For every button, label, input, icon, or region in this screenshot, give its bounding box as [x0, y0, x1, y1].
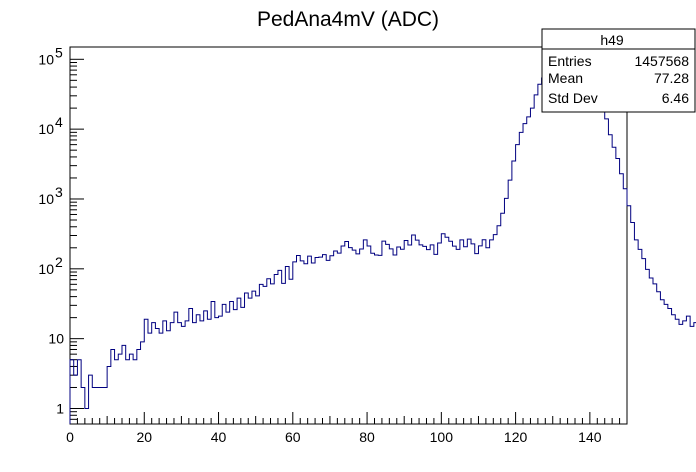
- y-tick-label: 10: [38, 261, 54, 277]
- y-tick-label: 10: [38, 191, 54, 207]
- x-axis: 0 20 40 60 80 100 120 140: [66, 412, 628, 445]
- stats-label-std-dev: Std Dev: [548, 90, 598, 106]
- y-tick-exponent: 2: [55, 254, 63, 270]
- y-tick-exponent: 4: [55, 114, 63, 130]
- stats-box: h49 Entries 1457568 Mean 77.28 Std Dev 6…: [541, 28, 696, 113]
- stats-value-std-dev: 6.46: [662, 90, 689, 106]
- x-tick-label: 100: [430, 429, 454, 445]
- y-tick-label: 10: [48, 331, 64, 347]
- stats-box-frame: [541, 28, 696, 113]
- x-tick-label: 140: [578, 429, 602, 445]
- y-tick-label: 10: [38, 51, 54, 67]
- stats-box-name: h49: [600, 32, 624, 48]
- stats-label-entries: Entries: [548, 53, 592, 69]
- histogram-series-line: [69, 64, 696, 424]
- x-tick-label: 0: [66, 429, 74, 445]
- x-tick-label: 120: [504, 429, 528, 445]
- stats-label-mean: Mean: [548, 70, 583, 86]
- x-tick-label: 40: [211, 429, 227, 445]
- x-tick-label: 20: [136, 429, 152, 445]
- x-tick-label: 80: [359, 429, 375, 445]
- y-tick-exponent: 3: [55, 184, 63, 200]
- y-tick-label: 1: [56, 401, 64, 417]
- stats-value-mean: 77.28: [654, 70, 689, 86]
- x-tick-label: 60: [285, 429, 301, 445]
- chart-title: PedAna4mV (ADC): [257, 8, 439, 31]
- y-tick-exponent: 5: [55, 44, 63, 60]
- stats-value-entries: 1457568: [634, 53, 689, 69]
- y-tick-label: 10: [38, 121, 54, 137]
